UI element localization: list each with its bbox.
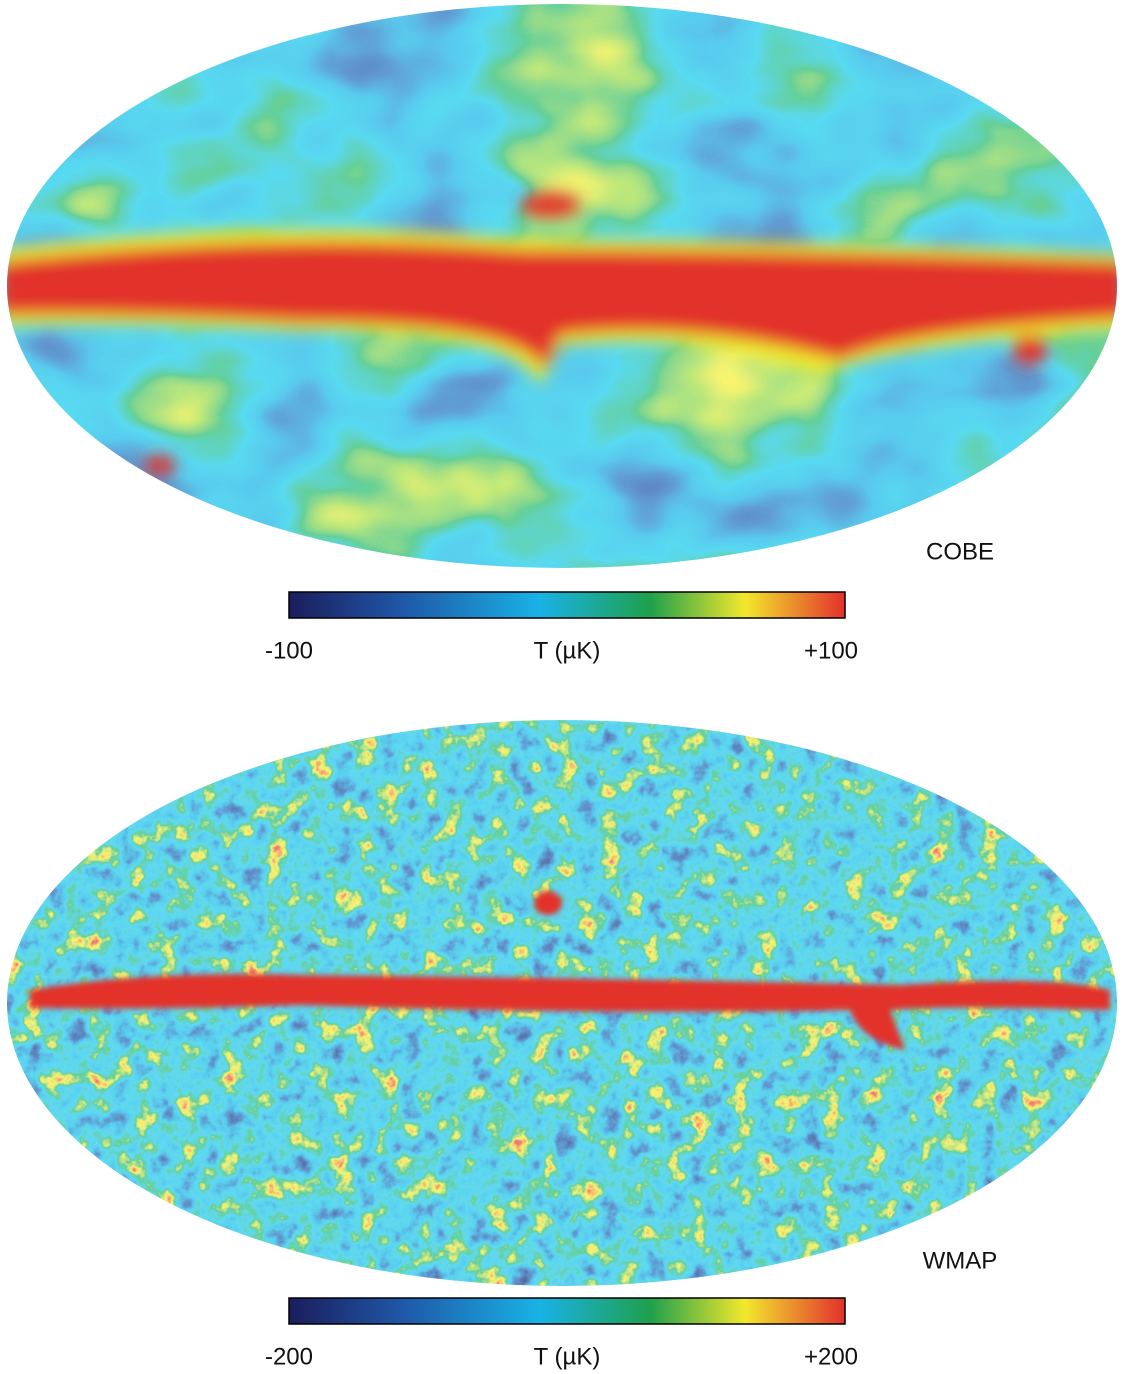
colorbar-tick-label: -100 [265, 637, 313, 664]
colorbar-title: T (µK) [534, 637, 601, 664]
colorbar-tick-label: -200 [265, 1343, 313, 1370]
colorbar-title: T (µK) [534, 1343, 601, 1370]
cobe-map [7, 4, 1117, 568]
colorbar [288, 591, 846, 619]
map-label: COBE [926, 538, 994, 565]
colorbar [288, 1297, 846, 1325]
colorbar-tick-label: +200 [804, 1343, 858, 1370]
map-label: WMAP [923, 1247, 998, 1274]
wmap-map [7, 720, 1117, 1286]
colorbar-tick-label: +100 [804, 637, 858, 664]
